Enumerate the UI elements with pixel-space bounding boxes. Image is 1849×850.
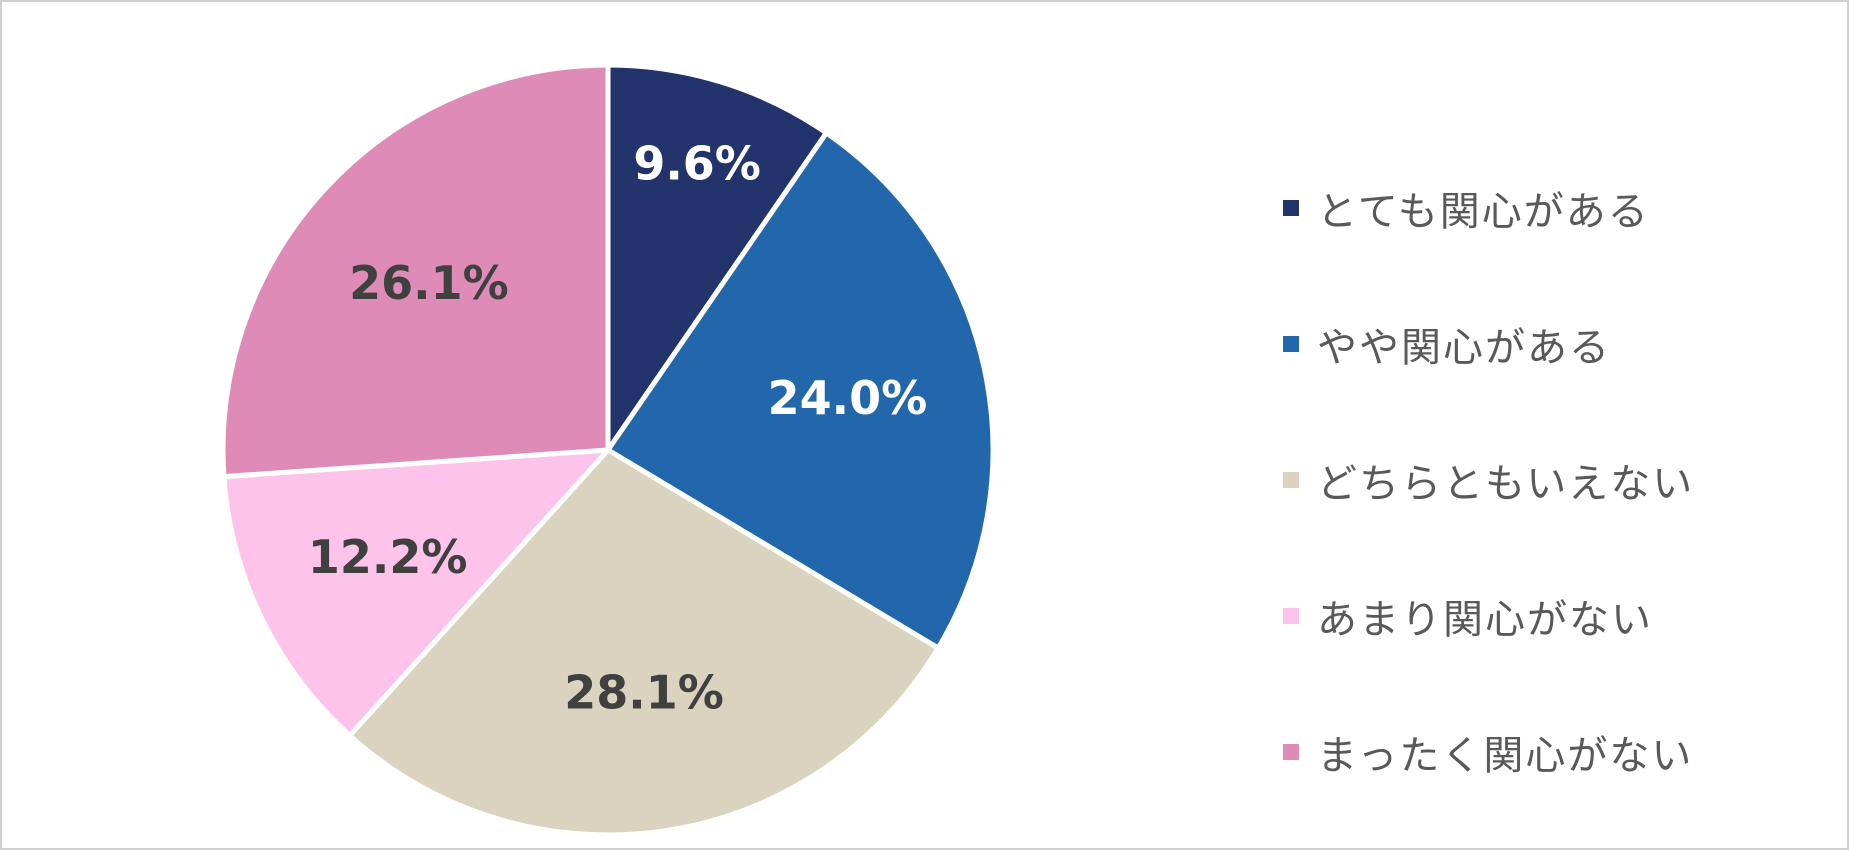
pie-data-label: 28.1% — [564, 665, 724, 719]
legend-item: あまり関心がない — [1283, 548, 1694, 684]
pie-slice — [347, 447, 941, 838]
legend-label: とても関心がある — [1317, 189, 1650, 235]
legend-swatch — [1283, 336, 1299, 352]
pie-slice — [220, 62, 611, 480]
pie-data-label: 26.1% — [349, 256, 509, 310]
legend: とても関心がある やや関心がある どちらともいえない あまり関心がない まったく… — [1283, 140, 1694, 820]
pie-slice — [605, 62, 829, 453]
pie-data-labels: 9.6% 24.0% 28.1% 12.2% 26.1% — [308, 137, 927, 720]
legend-item: とても関心がある — [1283, 140, 1694, 276]
legend-item: やや関心がある — [1283, 276, 1694, 412]
pie-slice — [605, 130, 996, 651]
legend-item: まったく関心がない — [1283, 684, 1694, 820]
legend-swatch — [1283, 608, 1299, 624]
legend-label: まったく関心がない — [1317, 733, 1694, 779]
pie-data-label: 24.0% — [768, 371, 928, 425]
legend-swatch — [1283, 472, 1299, 488]
pie-data-label: 9.6% — [633, 137, 761, 191]
legend-label: あまり関心がない — [1317, 597, 1653, 643]
legend-label: どちらともいえない — [1317, 461, 1695, 507]
pie-data-label: 12.2% — [308, 530, 468, 584]
pie-slice — [221, 447, 611, 739]
legend-item: どちらともいえない — [1283, 412, 1694, 548]
pie-slices — [220, 62, 996, 838]
legend-swatch — [1283, 200, 1299, 216]
legend-swatch — [1283, 744, 1299, 760]
legend-label: やや関心がある — [1317, 325, 1611, 371]
